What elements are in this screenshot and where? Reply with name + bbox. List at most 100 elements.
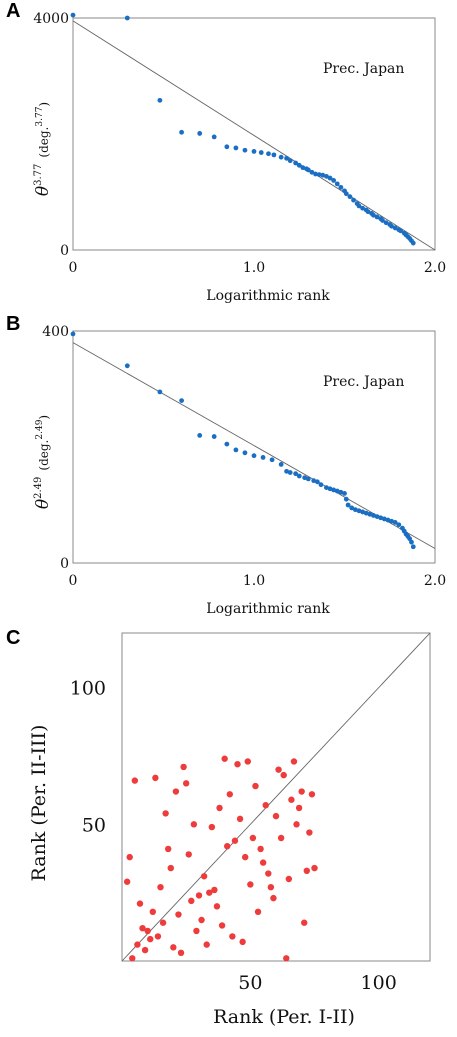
y-tick-label: 100: [70, 678, 106, 700]
data-point: [216, 804, 223, 812]
data-point: [190, 821, 198, 828]
data-point: [197, 131, 203, 136]
data-point: [242, 450, 248, 456]
data-point: [360, 509, 365, 515]
data-point: [275, 766, 282, 773]
y-label-exp: 3.77: [33, 164, 44, 186]
data-point: [296, 162, 302, 168]
data-point: [136, 900, 144, 907]
data-point: [124, 15, 130, 21]
data-point: [131, 777, 139, 784]
data-point: [141, 946, 149, 954]
data-point: [272, 812, 280, 820]
x-tick-label: 1.0: [243, 260, 265, 276]
y-tick-label: 400: [42, 324, 69, 340]
data-point: [371, 212, 376, 218]
data-point: [327, 486, 333, 492]
data-point: [139, 925, 146, 932]
data-point: [177, 949, 185, 956]
data-point: [305, 167, 311, 173]
data-point: [363, 510, 369, 516]
data-point: [380, 218, 385, 223]
data-point: [278, 154, 284, 160]
data-point: [367, 511, 373, 517]
x-tick-label: 2.0: [424, 260, 446, 276]
x-tick-label: 50: [238, 972, 262, 994]
data-point: [175, 911, 182, 918]
data-point: [347, 194, 353, 200]
data-point: [284, 155, 289, 161]
data-point: [410, 544, 416, 550]
data-point: [193, 927, 200, 935]
data-point: [334, 181, 340, 187]
data-point: [251, 453, 257, 459]
data-point: [284, 468, 289, 474]
y-tick-label: 0: [60, 556, 69, 572]
y-label-theta: θ: [33, 499, 53, 509]
data-point: [147, 935, 154, 943]
data-point: [278, 462, 284, 467]
data-point: [378, 515, 384, 521]
diagonal-line: [121, 632, 431, 962]
data-point: [180, 763, 187, 771]
data-point: [157, 389, 163, 395]
data-point: [259, 859, 267, 866]
data-point: [392, 520, 398, 525]
data-point: [306, 829, 313, 836]
plot-frame: [121, 632, 431, 962]
data-point: [345, 502, 351, 508]
data-point: [144, 927, 151, 935]
data-point: [352, 507, 358, 513]
x-tick-label: 0: [69, 260, 78, 276]
data-point: [290, 758, 298, 765]
data-point: [385, 517, 391, 523]
data-point: [233, 447, 239, 453]
data-point: [226, 791, 233, 798]
data-point: [129, 955, 136, 962]
data-point: [211, 886, 218, 894]
annotation-label: Prec. Japan: [323, 374, 404, 390]
y-label-unit: (deg.: [37, 127, 51, 158]
data-point: [167, 864, 174, 872]
svg-text:Rank (Per. II-III): Rank (Per. II-III): [28, 725, 50, 882]
y-label-unit: (deg.: [37, 440, 51, 471]
y-tick-label: 50: [82, 814, 106, 836]
data-point: [283, 955, 290, 962]
data-point: [236, 815, 244, 823]
data-point: [308, 791, 316, 798]
data-point: [157, 97, 163, 103]
data-point: [324, 173, 329, 179]
data-point: [298, 788, 305, 795]
x-axis-label: Rank (Per. I-II): [213, 1006, 355, 1028]
data-point: [197, 433, 203, 438]
data-point: [159, 919, 167, 926]
data-point: [262, 802, 269, 809]
data-point: [302, 475, 308, 481]
data-point: [343, 191, 349, 197]
data-point: [260, 455, 266, 460]
data-point: [152, 774, 159, 782]
annotation-label: Prec. Japan: [323, 61, 404, 77]
data-point: [293, 821, 300, 828]
data-point: [271, 152, 277, 158]
data-point: [331, 487, 337, 493]
data-point: [365, 209, 371, 215]
data-point: [285, 875, 293, 883]
data-point: [249, 834, 257, 842]
data-point: [287, 158, 293, 164]
data-point: [203, 941, 210, 948]
x-axis-label: Logarithmic rank: [206, 288, 330, 304]
data-point: [224, 144, 230, 150]
y-label-close: ): [37, 102, 51, 107]
data-point: [305, 476, 311, 482]
y-label-unit-exp: 2.49: [35, 419, 45, 439]
svg-text:θ3.77(deg.3.77): θ3.77(deg.3.77): [33, 102, 53, 196]
data-point: [198, 916, 205, 924]
panel-label-c: C: [6, 627, 21, 649]
data-point: [172, 788, 180, 795]
panel-label-a: A: [6, 0, 21, 22]
data-point: [208, 823, 216, 831]
svg-text:θ2.49(deg.2.49): θ2.49(deg.2.49): [33, 415, 53, 509]
data-point: [254, 908, 262, 915]
